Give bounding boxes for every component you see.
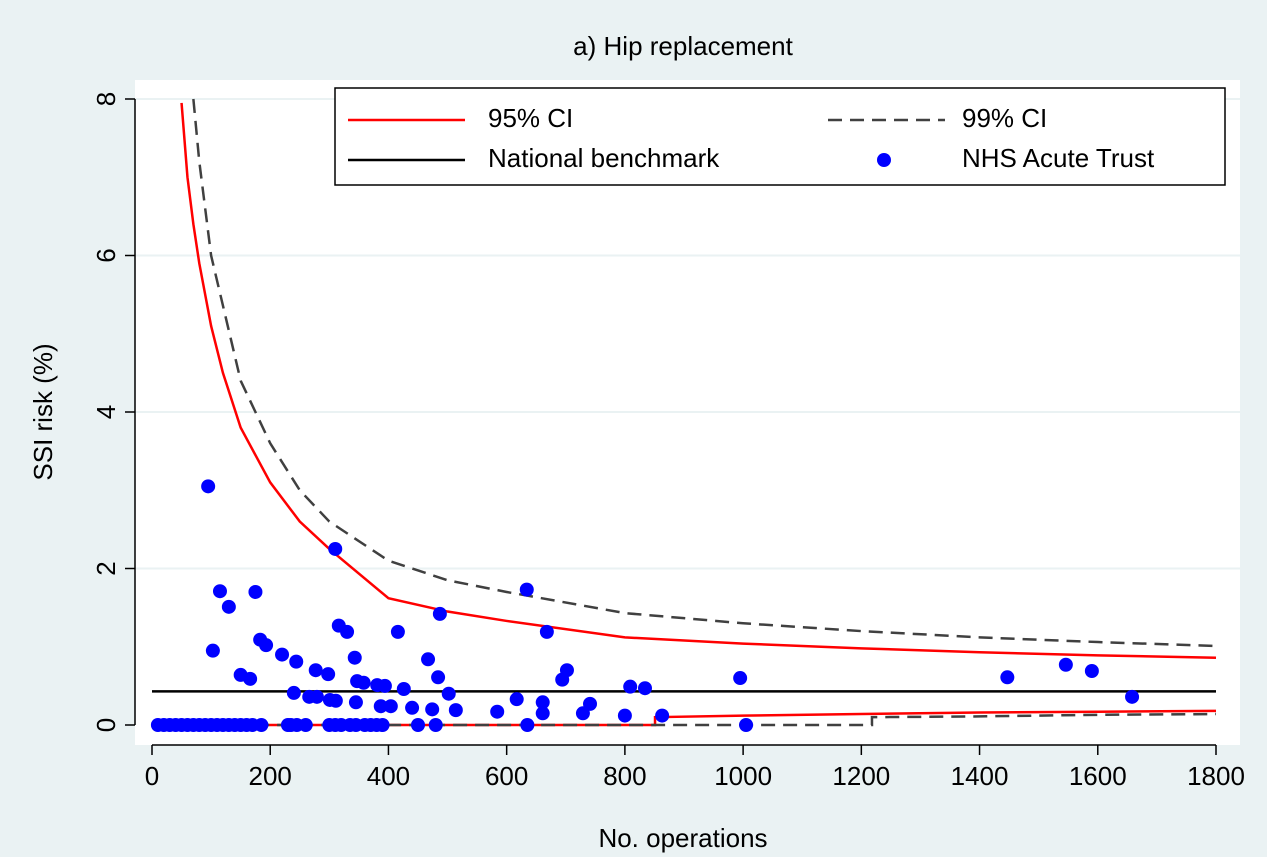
series-line: [211, 709, 1217, 727]
data-point: [519, 582, 534, 597]
data-point: [733, 671, 748, 686]
data-point: [428, 718, 443, 732]
data-point: [221, 599, 236, 614]
data-point: [321, 667, 336, 682]
data-point: [340, 624, 355, 639]
x-tick-label: 400: [367, 761, 410, 791]
data-point: [739, 718, 754, 732]
data-point: [1084, 664, 1099, 679]
data-point: [509, 692, 524, 707]
data-point: [377, 678, 392, 693]
data-point: [308, 663, 323, 678]
legend-swatch: [877, 153, 891, 167]
y-tick-label: 6: [91, 248, 121, 262]
legend: [334, 87, 1226, 186]
data-point: [411, 718, 425, 732]
data-point: [405, 700, 420, 715]
data-point: [275, 647, 290, 662]
data-point: [396, 682, 411, 697]
data-point: [383, 699, 398, 714]
data-point: [356, 675, 371, 690]
data-point: [289, 654, 304, 669]
y-tick-label: 4: [91, 405, 121, 419]
data-point: [539, 624, 554, 639]
x-axis-label: No. operations: [598, 823, 767, 853]
y-axis-label: SSI risk (%): [28, 343, 58, 480]
data-point: [425, 702, 440, 717]
data-point: [286, 685, 301, 700]
x-tick-label: 0: [145, 761, 159, 791]
data-point: [623, 679, 638, 694]
x-tick-label: 1400: [951, 761, 1009, 791]
data-point: [243, 671, 258, 686]
series-line: [192, 98, 1217, 648]
data-point: [583, 696, 598, 711]
data-point: [655, 708, 670, 723]
data-point: [1058, 657, 1073, 672]
data-point: [490, 704, 505, 719]
data-point: [254, 718, 269, 732]
data-point: [328, 693, 343, 708]
data-point: [373, 699, 388, 714]
data-point: [348, 695, 363, 710]
data-point: [617, 708, 632, 723]
data-point: [390, 624, 405, 639]
x-tick-label: 1200: [832, 761, 890, 791]
data-point: [535, 695, 550, 710]
y-tick-label: 8: [91, 92, 121, 106]
y-tick-label: 2: [91, 561, 121, 575]
data-point: [375, 718, 390, 732]
data-point: [559, 663, 574, 678]
data-point: [298, 718, 313, 732]
data-point: [259, 638, 274, 653]
data-point: [441, 686, 456, 701]
data-point: [637, 681, 652, 696]
data-point: [1125, 689, 1140, 704]
data-point: [212, 584, 227, 599]
legend-label: 95% CI: [488, 103, 573, 133]
legend-label: National benchmark: [488, 143, 720, 173]
data-point: [421, 652, 436, 667]
data-point: [448, 703, 463, 718]
x-tick-label: 1800: [1187, 761, 1245, 791]
data-point: [535, 706, 550, 721]
series-line: [211, 712, 1217, 727]
data-point: [1000, 670, 1015, 685]
data-point: [328, 541, 343, 556]
data-point: [520, 718, 535, 732]
legend-label: 99% CI: [962, 103, 1047, 133]
data-point: [309, 689, 324, 704]
data-point: [432, 606, 447, 621]
data-point: [431, 670, 446, 685]
x-tick-label: 1600: [1069, 761, 1127, 791]
data-point: [201, 479, 216, 494]
x-tick-label: 600: [485, 761, 528, 791]
x-tick-label: 200: [249, 761, 292, 791]
y-tick-label: 0: [91, 718, 121, 732]
x-tick-label: 800: [603, 761, 646, 791]
chart-title: a) Hip replacement: [573, 31, 793, 61]
x-tick-label: 1000: [714, 761, 772, 791]
data-point: [205, 643, 220, 658]
legend-label: NHS Acute Trust: [962, 143, 1155, 173]
data-point: [347, 650, 362, 665]
data-point: [248, 584, 263, 599]
